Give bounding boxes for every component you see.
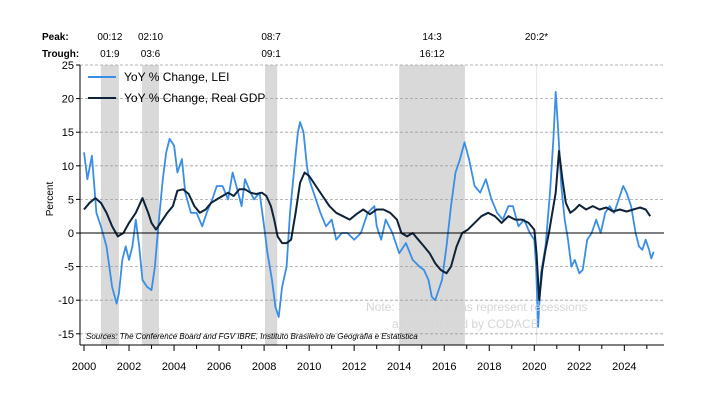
y-tick-label: 20 xyxy=(62,94,74,106)
x-tick-label: 2018 xyxy=(477,361,501,373)
x-tick-label: 2010 xyxy=(297,361,321,373)
y-tick-label: 25 xyxy=(62,60,74,72)
series-layer xyxy=(83,91,655,328)
recession-trough-label: 03:6 xyxy=(141,49,161,60)
y-tick-label: 5 xyxy=(68,194,74,206)
recession-note-line1: Note: Shaded areas represent recessions xyxy=(366,300,587,314)
y-tick-label: -5 xyxy=(64,262,74,274)
recession-band xyxy=(100,65,119,345)
legend: YoY % Change, LEI YoY % Change, Real GDP xyxy=(88,70,265,105)
recession-trough-label: 01:9 xyxy=(100,49,120,60)
legend-lei-label: YoY % Change, LEI xyxy=(124,70,229,84)
recession-trough-label: 16:12 xyxy=(420,49,445,60)
x-tick-label: 2024 xyxy=(612,361,636,373)
y-tick-label: -10 xyxy=(58,295,74,307)
x-tick-label: 2008 xyxy=(252,361,276,373)
x-tick-label: 2012 xyxy=(342,361,366,373)
axes: 25 20 15 10 5 0 -5 -10 -15 2000 2002 2004 2006 2008 20… xyxy=(58,60,664,373)
lei-series-line xyxy=(83,91,655,328)
recession-peak-label: 02:10 xyxy=(138,32,163,43)
y-tick-label: 15 xyxy=(62,127,74,139)
gdp-series-line xyxy=(83,150,652,302)
recession-peak-label: 08:7 xyxy=(261,32,281,43)
recession-note-line2: as determined by CODACE xyxy=(392,317,539,331)
x-tick-label: 2002 xyxy=(117,361,141,373)
peak-header-label: Peak: xyxy=(42,32,69,43)
source-text: Sources: The Conference Board and FGV IB… xyxy=(86,332,418,341)
recession-peak-label: 00:12 xyxy=(97,32,122,43)
x-tick-label: 2000 xyxy=(72,361,96,373)
recession-peak-label: 14:3 xyxy=(422,32,442,43)
recession-trough-label: 09:1 xyxy=(261,49,281,60)
legend-gdp-label: YoY % Change, Real GDP xyxy=(124,91,265,105)
y-axis-label: Percent xyxy=(45,182,56,217)
recession-band xyxy=(142,65,159,345)
recession-peak-label: 20:2* xyxy=(525,32,548,43)
y-tick-label: 0 xyxy=(68,228,74,240)
trough-header-label: Trough: xyxy=(42,49,79,60)
x-tick-label: 2006 xyxy=(207,361,231,373)
y-tick-label: -15 xyxy=(58,329,74,341)
x-tick-label: 2016 xyxy=(432,361,456,373)
recession-band xyxy=(536,65,538,345)
x-tick-label: 2022 xyxy=(567,361,591,373)
x-tick-label: 2014 xyxy=(387,361,411,373)
gridlines xyxy=(80,64,664,335)
x-tick-label: 2004 xyxy=(162,361,186,373)
x-tick-label: 2020 xyxy=(522,361,546,373)
y-tick-label: 10 xyxy=(62,161,74,173)
